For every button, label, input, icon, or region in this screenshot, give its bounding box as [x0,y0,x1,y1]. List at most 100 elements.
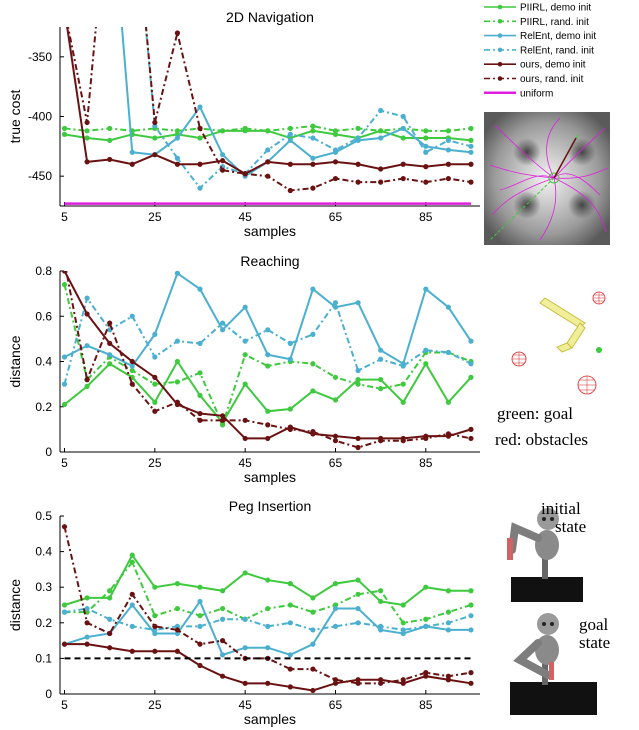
data-point [265,363,271,369]
data-point [332,433,339,439]
data-point [219,652,226,658]
data-point [174,627,181,633]
legend-entry: PIIRL, demo init [484,3,591,14]
data-point [129,591,135,597]
legend-entry: ours, rand. init [484,74,584,85]
data-point [242,352,248,358]
legend-marker [497,19,503,24]
data-point [287,581,293,587]
data-point [332,438,339,444]
data-point [332,623,339,629]
x-tick-label: 25 [148,456,162,470]
data-point [287,137,293,143]
data-point [445,431,451,437]
data-point [84,343,90,349]
data-point [219,158,226,164]
data-point [219,605,226,612]
data-point [378,438,384,444]
data-point [265,147,271,153]
data-point [445,627,451,633]
x-tick-label: 65 [329,210,343,224]
data-point [400,630,406,637]
data-point [219,588,226,594]
data-point [445,175,451,182]
legend-label: RelEnt, rand. init [520,45,594,56]
data-point [174,379,181,385]
data-point [242,417,248,423]
data-point [219,327,226,333]
data-point [400,620,406,626]
data-point [287,426,293,432]
chart-title: Reaching [240,253,299,269]
y-tick-label: 0.2 [35,616,52,630]
initial-state-caption-line1: initial [541,499,581,518]
goal-state-caption-line1: goal [579,615,609,634]
data-point [468,613,474,619]
data-point [378,588,384,594]
data-point [355,367,361,374]
robot-initial-state-image [507,508,583,602]
data-point [84,119,90,126]
data-point [174,623,181,629]
data-point [355,161,361,167]
data-point [310,161,316,167]
data-point [219,417,226,423]
data-point [287,125,293,132]
data-point [310,609,316,615]
data-point [355,377,361,383]
y-tick-label: 0.4 [35,545,52,559]
data-point [107,361,113,367]
data-point [152,354,158,360]
x-tick-label: 45 [238,456,252,470]
data-point [355,577,361,583]
data-point [84,595,90,601]
y-tick-label: 0.1 [35,651,52,665]
data-point [423,286,429,292]
data-point [61,381,68,387]
data-point [61,401,68,408]
data-point [107,340,113,346]
data-point [174,648,181,654]
data-point [468,374,474,380]
data-point [197,584,203,590]
data-point [265,327,271,333]
data-point [197,135,203,141]
data-point [197,392,203,399]
legend-label: PIIRL, demo init [520,3,591,14]
data-point [242,338,248,344]
data-point [219,422,226,428]
data-point [129,623,135,629]
x-tick-label: 65 [329,456,343,470]
data-point [242,680,248,686]
data-point [310,627,316,633]
data-point [378,677,384,683]
data-point [445,673,451,679]
data-point [265,352,271,358]
x-tick-label: 85 [419,210,433,224]
data-point [152,123,158,129]
data-point [310,128,316,134]
data-point [355,680,361,686]
data-point [287,131,293,137]
goal-state-caption-line2: state [579,633,610,652]
data-point [174,128,181,134]
data-point [287,406,293,412]
data-point [219,673,226,679]
data-point [287,340,293,346]
data-point [355,677,361,683]
data-point [423,670,429,676]
data-point [445,588,451,594]
data-point [378,680,384,686]
data-point [355,435,361,442]
data-point [332,159,339,165]
x-tick-label: 25 [148,698,162,712]
series-line [64,271,472,368]
legend-marker [497,76,503,81]
data-point [265,577,271,583]
chart-title: 2D Navigation [226,9,314,25]
y-tick-label: 0.2 [35,400,52,414]
data-point [174,155,181,161]
data-point [152,399,158,405]
data-point [287,684,293,690]
data-point [129,363,135,369]
